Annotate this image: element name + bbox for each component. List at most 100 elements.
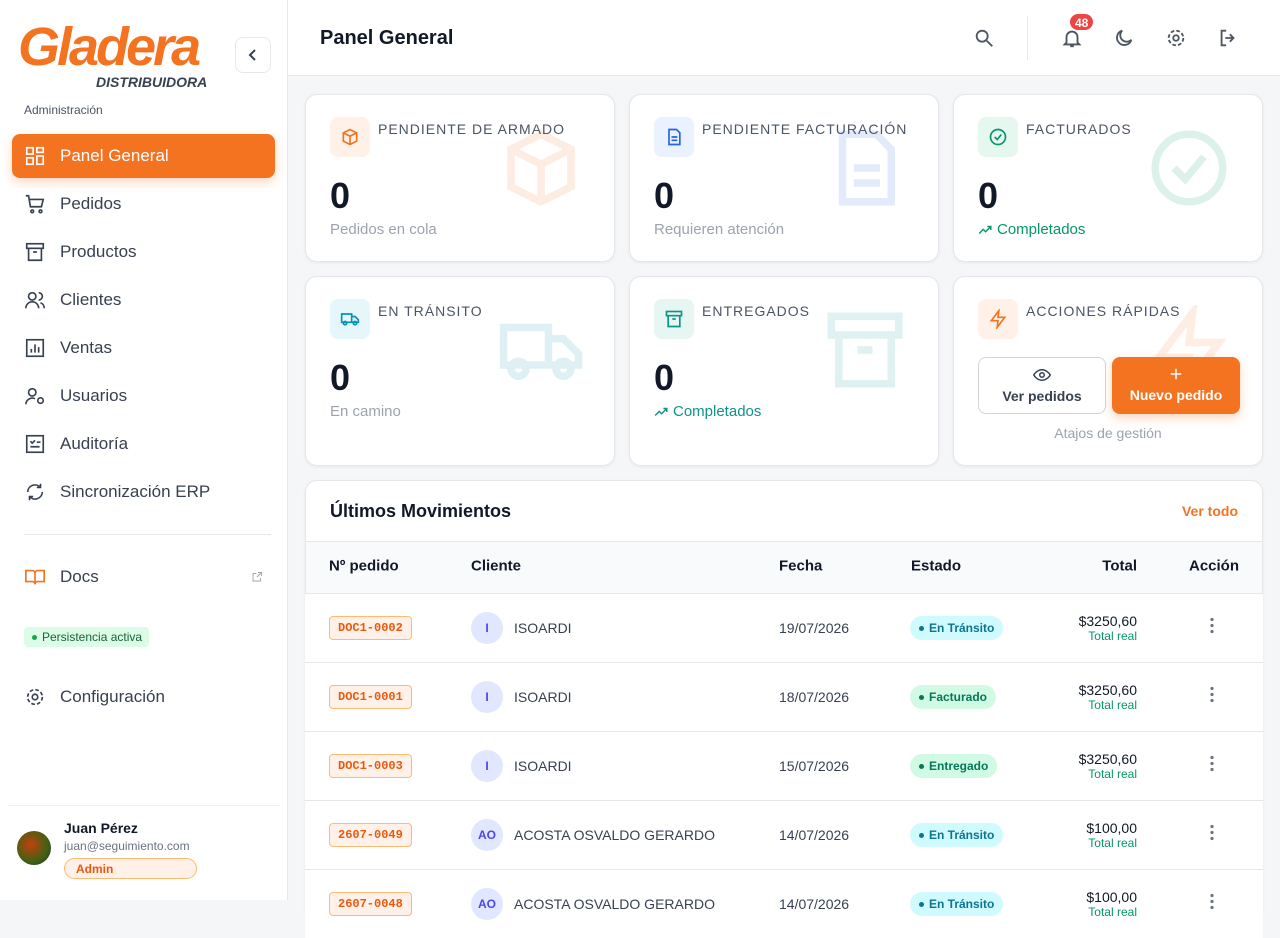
card-value: 0 <box>978 175 999 216</box>
status-text: En Tránsito <box>929 828 995 842</box>
total-amount: $3250,60 <box>1078 613 1137 629</box>
total-note: Total real <box>1088 629 1137 643</box>
client-name: ISOARDI <box>514 689 572 705</box>
button-label: Nuevo pedido <box>1129 387 1223 403</box>
see-all-link[interactable]: Ver todo <box>1181 503 1238 519</box>
client-name: ACOSTA OSVALDO GERARDO <box>514 827 715 843</box>
nav-item[interactable]: Usuarios <box>12 374 275 418</box>
stat-card: ENTREGADOS 0 Completados <box>629 276 939 466</box>
table-row[interactable]: 2607-0048 AO ACOSTA OSVALDO GERARDO 14/07/2… <box>305 869 1263 938</box>
status-badge: Persistencia activa <box>24 627 150 647</box>
order-date: 14/07/2026 <box>779 896 850 912</box>
row-menu[interactable] <box>1209 824 1215 846</box>
nav-label: Panel General <box>60 146 169 165</box>
nav-label: Usuarios <box>60 386 128 405</box>
card-title: ENTREGADOS <box>702 303 811 319</box>
order-date: 14/07/2026 <box>779 827 850 843</box>
table-row[interactable]: DOC1-0003 I ISOARDI 15/07/2026 Entregado $325… <box>305 731 1263 800</box>
settings-link[interactable]: Configuración <box>12 675 275 719</box>
settings-icon[interactable] <box>1165 27 1187 49</box>
client-name: ISOARDI <box>514 758 572 774</box>
divider <box>24 534 271 535</box>
caption-text: Completados <box>997 221 1086 238</box>
client-name: ACOSTA OSVALDO GERARDO <box>514 896 715 912</box>
card-icon <box>978 117 1018 157</box>
table-row[interactable]: DOC1-0002 I ISOARDI 19/07/2026 En Tránsito $3… <box>305 593 1263 662</box>
card-value: 0 <box>654 175 675 216</box>
card-title: PENDIENTE DE ARMADO <box>378 121 566 137</box>
theme-icon[interactable] <box>1113 27 1135 49</box>
search-icon[interactable] <box>973 27 995 49</box>
card-title: ACCIONES RÁPIDAS <box>1026 303 1181 319</box>
caption-text: Completados <box>673 403 762 420</box>
status-text: Persistencia activa <box>42 630 143 644</box>
order-total: $100,00 Total real <box>1086 820 1137 850</box>
nav-label: Productos <box>60 242 137 261</box>
nav-item[interactable]: Pedidos <box>12 182 275 226</box>
bell-icon[interactable] <box>1061 27 1083 49</box>
nav-item[interactable]: Sincronización ERP <box>12 470 275 514</box>
card-caption: Completados <box>978 221 1085 238</box>
card-value: 0 <box>330 175 351 216</box>
watermark-icon <box>1144 123 1234 213</box>
nav-item[interactable]: Auditoría <box>12 422 275 466</box>
order-total: $100,00 Total real <box>1086 889 1137 919</box>
total-note: Total real <box>1088 836 1137 850</box>
card-icon <box>654 299 694 339</box>
order-date: 15/07/2026 <box>779 758 850 774</box>
card-value: 0 <box>654 357 675 398</box>
order-badge[interactable]: 2607-0049 <box>329 823 412 847</box>
header: Panel General 48 <box>288 0 1280 76</box>
caption-text: Requieren atención <box>654 221 785 238</box>
card-icon <box>978 299 1018 339</box>
nav-item[interactable]: Ventas <box>12 326 275 370</box>
status-text: En Tránsito <box>929 897 995 911</box>
row-menu[interactable] <box>1209 617 1215 639</box>
card-title: PENDIENTE FACTURACIÓN <box>702 121 908 137</box>
row-menu[interactable] <box>1209 755 1215 777</box>
order-total: $3250,60 Total real <box>1079 751 1137 781</box>
order-total: $3250,60 Total real <box>1079 682 1137 712</box>
new-order-button[interactable]: Nuevo pedido <box>1112 357 1240 414</box>
section-label: Administración <box>24 103 103 117</box>
watermark-icon <box>820 305 910 395</box>
table-row[interactable]: 2607-0049 AO ACOSTA OSVALDO GERARDO 14/07/2… <box>305 800 1263 869</box>
collapse-button[interactable] <box>235 37 271 73</box>
status-text: Entregado <box>929 759 989 773</box>
table-row[interactable]: DOC1-0001 I ISOARDI 18/07/2026 Facturado $325… <box>305 662 1263 731</box>
status-badge: Entregado <box>910 754 998 778</box>
row-menu[interactable] <box>1209 893 1215 915</box>
nav-label: Ventas <box>60 338 112 357</box>
order-total: $3250,60 Total real <box>1079 613 1137 643</box>
docs-link[interactable]: Docs <box>12 555 275 599</box>
order-badge[interactable]: 2607-0048 <box>329 892 412 916</box>
status-badge: En Tránsito <box>910 823 1004 847</box>
quick-actions-card: ACCIONES RÁPIDAS Ver pedidos Nuevo pedido A… <box>953 276 1263 466</box>
quick-caption: Atajos de gestión <box>1054 425 1162 441</box>
notification-count: 48 <box>1069 13 1095 31</box>
watermark-icon <box>496 123 586 213</box>
nav-item[interactable]: Panel General <box>12 134 275 178</box>
total-amount: $3250,60 <box>1078 751 1137 767</box>
view-orders-button[interactable]: Ver pedidos <box>978 357 1106 414</box>
table-header <box>306 541 1262 594</box>
card-caption: Requieren atención <box>654 221 784 238</box>
sidebar: Gladera DISTRIBUIDORA Administración Pan… <box>0 0 288 900</box>
divider <box>1027 16 1028 60</box>
nav-item[interactable]: Clientes <box>12 278 275 322</box>
stat-card: PENDIENTE DE ARMADO 0 Pedidos en cola <box>305 94 615 262</box>
status-text: Facturado <box>929 690 988 704</box>
order-badge[interactable]: DOC1-0001 <box>329 685 412 709</box>
total-amount: $100,00 <box>1086 889 1137 905</box>
stat-card: PENDIENTE FACTURACIÓN 0 Requieren atención <box>629 94 939 262</box>
logout-icon[interactable] <box>1217 27 1239 49</box>
order-badge[interactable]: DOC1-0002 <box>329 616 412 640</box>
total-amount: $3250,60 <box>1078 682 1137 698</box>
column-header: Fecha <box>779 557 823 575</box>
status-badge: Facturado <box>910 685 997 709</box>
nav-item[interactable]: Productos <box>12 230 275 274</box>
logo-sub: DISTRIBUIDORA <box>96 74 208 90</box>
row-menu[interactable] <box>1209 686 1215 708</box>
order-badge[interactable]: DOC1-0003 <box>329 754 412 778</box>
